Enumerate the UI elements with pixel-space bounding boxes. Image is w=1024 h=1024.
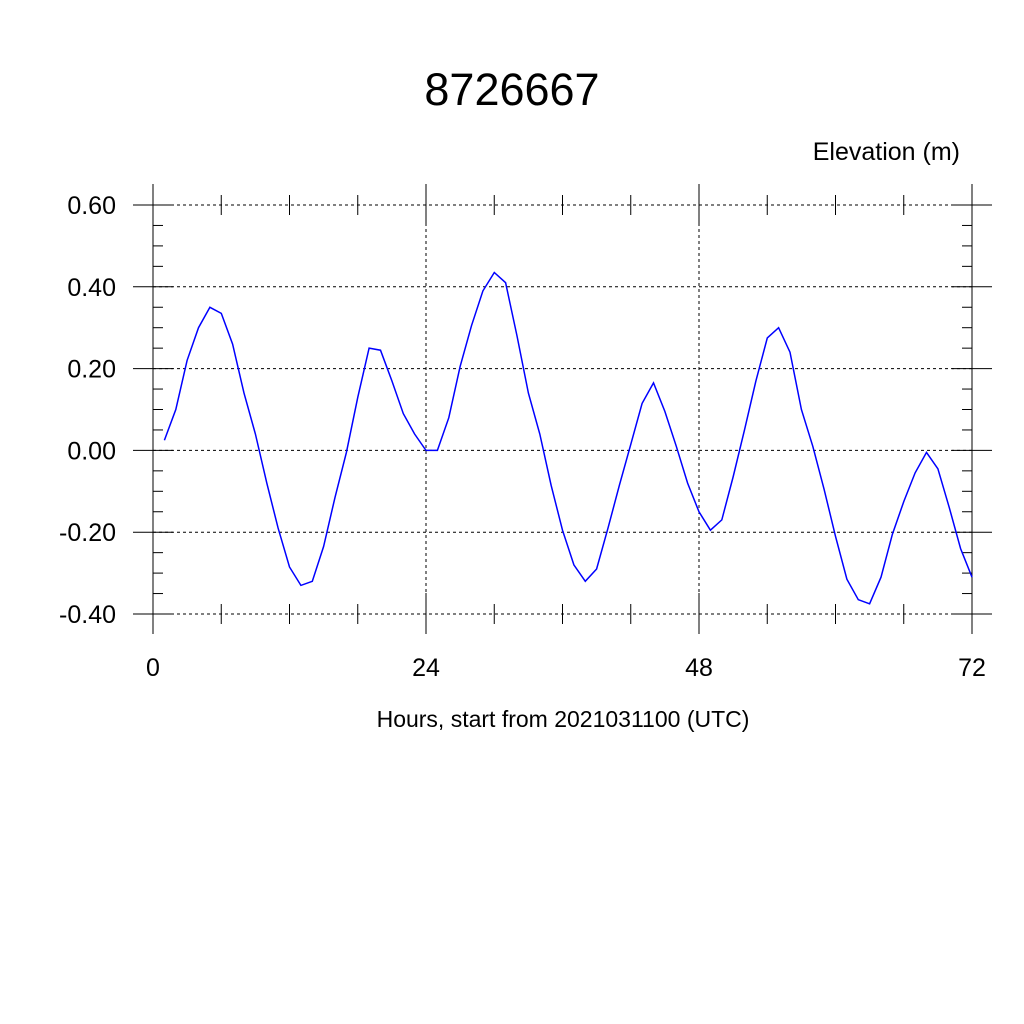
x-tick-label: 48 <box>685 654 713 682</box>
axes <box>133 184 992 634</box>
y-tick-label: 0.60 <box>67 192 116 220</box>
chart-title: 8726667 <box>424 64 600 115</box>
x-tick-label: 72 <box>958 654 986 682</box>
x-axis-label: Hours, start from 2021031100 (UTC) <box>376 706 750 732</box>
x-tick-label: 0 <box>146 654 160 682</box>
series-line <box>163 271 973 605</box>
y-axis-label: Elevation (m) <box>812 138 960 166</box>
grid <box>153 204 972 615</box>
y-tick-label: -0.20 <box>59 519 116 547</box>
y-tick-label: -0.40 <box>59 601 116 629</box>
y-tick-label: 0.00 <box>67 437 116 465</box>
series <box>163 271 973 605</box>
y-tick-label: 0.40 <box>67 274 116 302</box>
y-tick-label: 0.20 <box>67 356 116 384</box>
x-tick-label: 24 <box>412 654 440 682</box>
tick-labels: -0.40 -0.20 0.00 0.20 0.40 0.60 0 24 48 72 <box>59 192 986 682</box>
